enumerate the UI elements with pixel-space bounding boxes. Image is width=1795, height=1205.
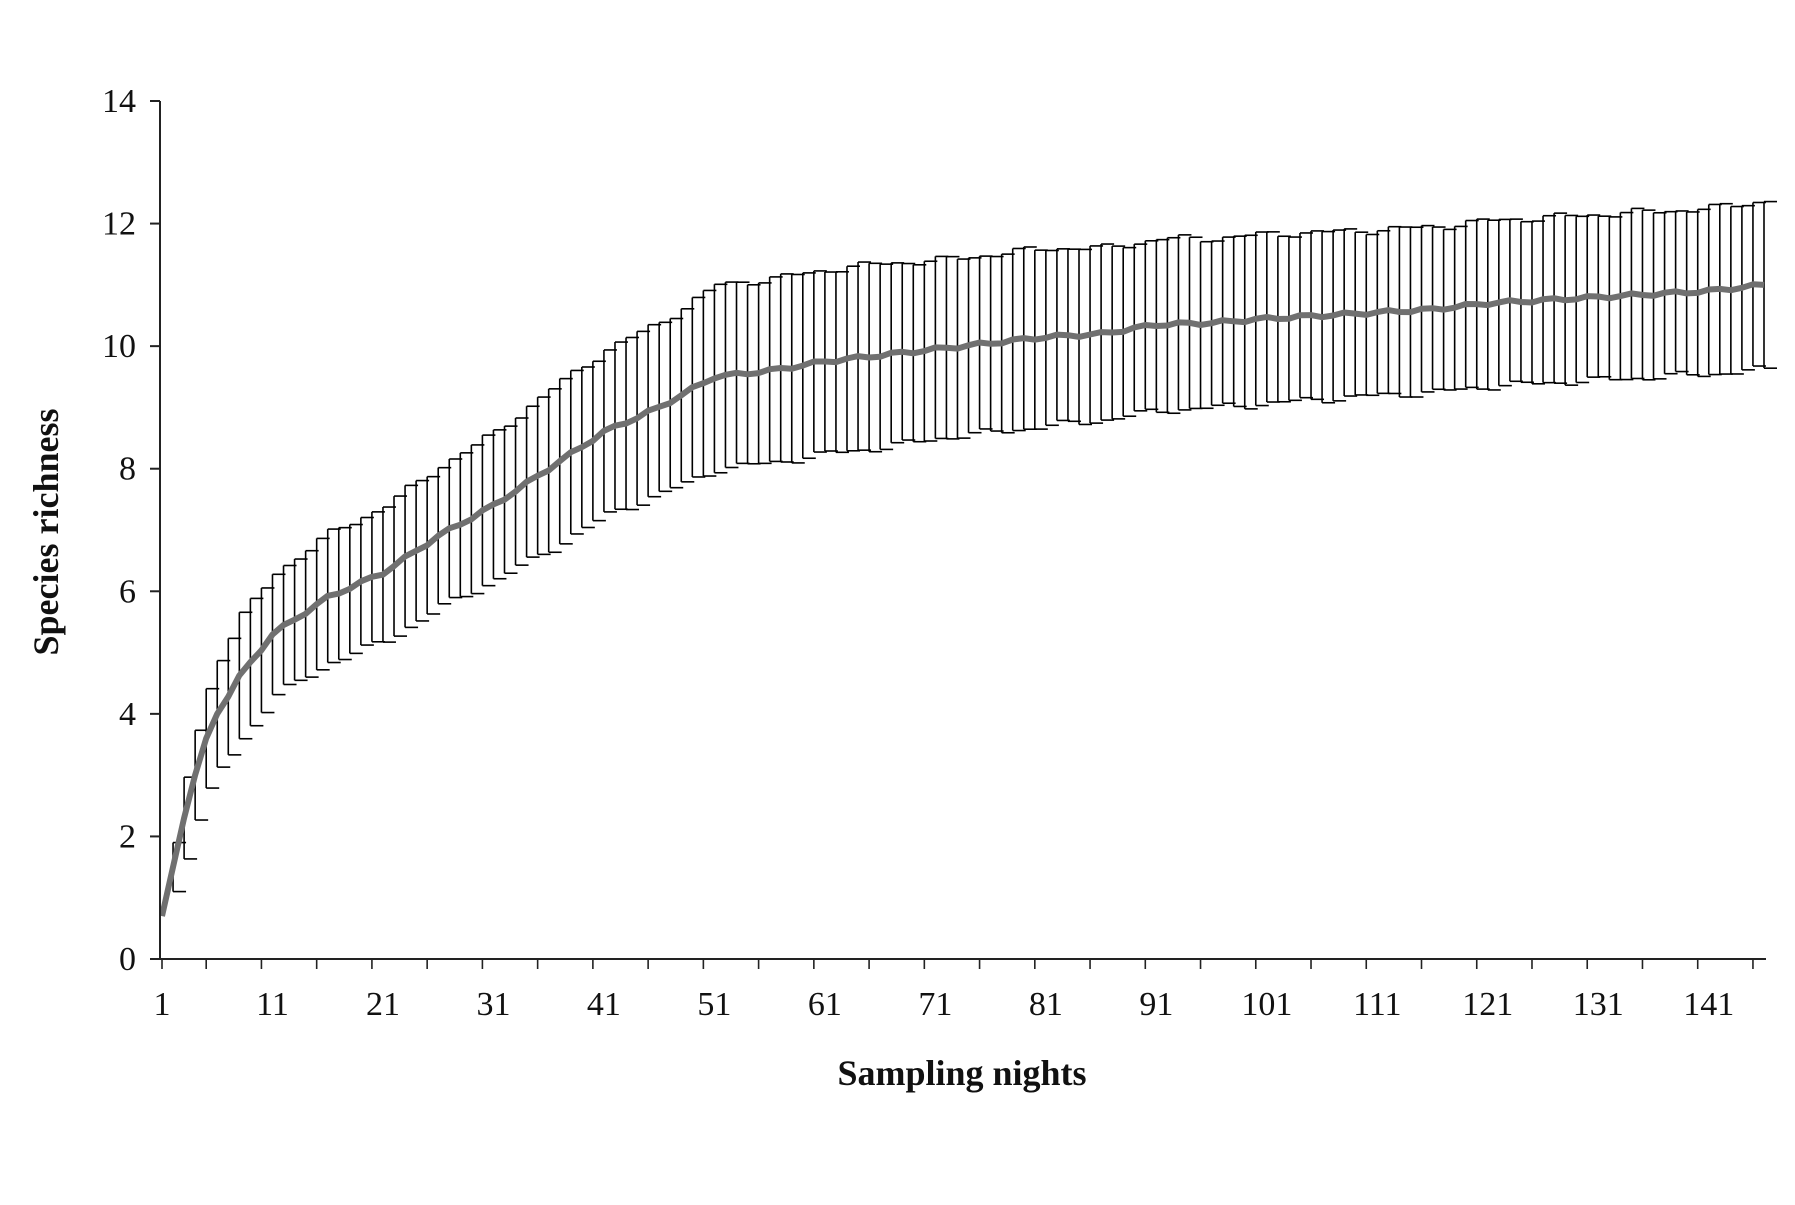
- series-line-group: [159, 281, 1765, 917]
- x-tick-label: 21: [366, 986, 400, 1023]
- x-tick-label: 111: [1353, 986, 1401, 1023]
- y-tick-label: 2: [119, 818, 136, 855]
- x-tick-label: 81: [1029, 986, 1063, 1023]
- x-tick-label: 61: [808, 986, 842, 1023]
- y-tick-label: 8: [119, 451, 136, 488]
- x-tick-label: 11: [256, 986, 289, 1023]
- y-tick-label: 10: [102, 328, 136, 365]
- y-tick-label: 4: [119, 696, 136, 733]
- y-tick-label: 0: [119, 941, 136, 978]
- axes: [150, 100, 1766, 969]
- y-tick-label: 6: [119, 573, 136, 610]
- y-tick-label: 14: [102, 83, 136, 120]
- x-tick-label: 31: [476, 986, 510, 1023]
- x-tick-label: 51: [697, 986, 731, 1023]
- mean-richness-line: [159, 281, 1765, 917]
- error-bars: [172, 200, 1777, 893]
- x-tick-label: 121: [1462, 986, 1513, 1023]
- x-tick-label: 131: [1573, 986, 1624, 1023]
- y-axis-title: Species richness: [26, 409, 66, 656]
- x-tick-label: 1: [154, 986, 171, 1023]
- y-tick-label: 12: [102, 206, 136, 243]
- x-tick-label: 91: [1139, 986, 1173, 1023]
- x-tick-label: 141: [1683, 986, 1734, 1023]
- x-tick-label: 71: [918, 986, 952, 1023]
- error-bar: [1763, 200, 1777, 369]
- x-axis-title: Sampling nights: [837, 1053, 1086, 1093]
- x-tick-label: 41: [587, 986, 621, 1023]
- x-tick-label: 101: [1241, 986, 1292, 1023]
